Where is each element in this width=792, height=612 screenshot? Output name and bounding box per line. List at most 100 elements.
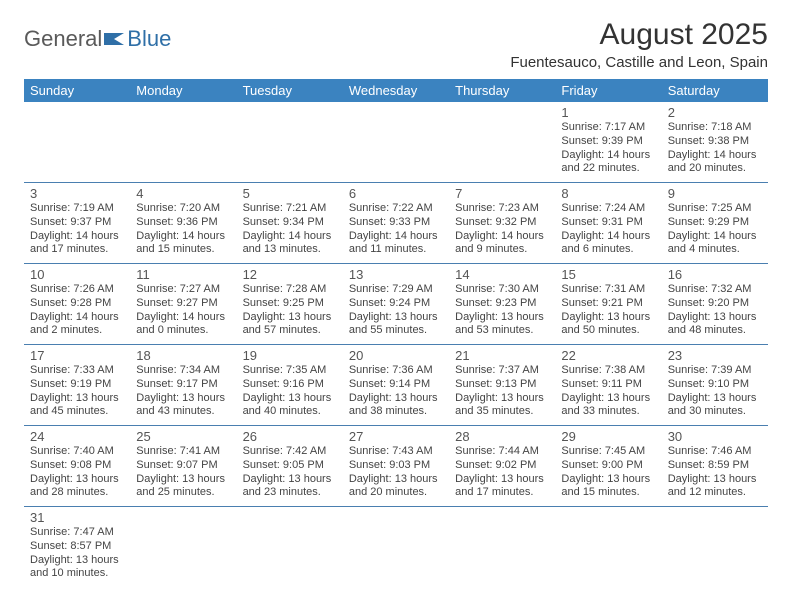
calendar-cell: 14Sunrise: 7:30 AMSunset: 9:23 PMDayligh… xyxy=(449,264,555,345)
cell-text: Sunset: 9:16 PM xyxy=(243,378,337,392)
day-number: 12 xyxy=(243,267,337,282)
calendar-cell: 19Sunrise: 7:35 AMSunset: 9:16 PMDayligh… xyxy=(237,345,343,426)
cell-text: and 17 minutes. xyxy=(30,243,124,257)
calendar-cell: 4Sunrise: 7:20 AMSunset: 9:36 PMDaylight… xyxy=(130,183,236,264)
location: Fuentesauco, Castille and Leon, Spain xyxy=(510,54,768,71)
cell-text: and 4 minutes. xyxy=(668,243,762,257)
cell-text: Sunset: 9:34 PM xyxy=(243,216,337,230)
calendar-cell xyxy=(449,102,555,183)
month-title: August 2025 xyxy=(510,18,768,52)
cell-text: Sunset: 9:27 PM xyxy=(136,297,230,311)
cell-text: Daylight: 13 hours xyxy=(243,311,337,325)
calendar-cell xyxy=(449,507,555,588)
cell-text: Sunset: 9:37 PM xyxy=(30,216,124,230)
day-number: 13 xyxy=(349,267,443,282)
day-number: 15 xyxy=(561,267,655,282)
cell-text: Daylight: 13 hours xyxy=(30,392,124,406)
cell-text: Sunrise: 7:25 AM xyxy=(668,202,762,216)
calendar-cell: 22Sunrise: 7:38 AMSunset: 9:11 PMDayligh… xyxy=(555,345,661,426)
day-number: 14 xyxy=(455,267,549,282)
cell-text: Sunset: 9:05 PM xyxy=(243,459,337,473)
cell-text: Sunrise: 7:33 AM xyxy=(30,364,124,378)
day-header: Monday xyxy=(130,79,236,102)
calendar-week: 1Sunrise: 7:17 AMSunset: 9:39 PMDaylight… xyxy=(24,102,768,183)
calendar-cell: 23Sunrise: 7:39 AMSunset: 9:10 PMDayligh… xyxy=(662,345,768,426)
day-number: 19 xyxy=(243,348,337,363)
cell-text: Sunset: 9:20 PM xyxy=(668,297,762,311)
calendar-cell xyxy=(237,102,343,183)
cell-text: and 50 minutes. xyxy=(561,324,655,338)
calendar-cell: 20Sunrise: 7:36 AMSunset: 9:14 PMDayligh… xyxy=(343,345,449,426)
cell-text: Sunset: 9:33 PM xyxy=(349,216,443,230)
cell-text: Sunset: 9:08 PM xyxy=(30,459,124,473)
header: GeneralBlue August 2025 Fuentesauco, Cas… xyxy=(24,18,768,71)
cell-text: Sunrise: 7:45 AM xyxy=(561,445,655,459)
calendar-cell: 2Sunrise: 7:18 AMSunset: 9:38 PMDaylight… xyxy=(662,102,768,183)
cell-text: Sunset: 9:07 PM xyxy=(136,459,230,473)
flag-icon xyxy=(104,31,126,47)
cell-text: Sunrise: 7:34 AM xyxy=(136,364,230,378)
cell-text: Sunrise: 7:20 AM xyxy=(136,202,230,216)
cell-text: Daylight: 13 hours xyxy=(561,311,655,325)
cell-text: Daylight: 13 hours xyxy=(668,473,762,487)
cell-text: Sunrise: 7:32 AM xyxy=(668,283,762,297)
cell-text: Sunrise: 7:18 AM xyxy=(668,121,762,135)
cell-text: Daylight: 13 hours xyxy=(243,473,337,487)
calendar-week: 31Sunrise: 7:47 AMSunset: 8:57 PMDayligh… xyxy=(24,507,768,588)
day-header: Tuesday xyxy=(237,79,343,102)
cell-text: Daylight: 13 hours xyxy=(136,392,230,406)
cell-text: and 20 minutes. xyxy=(668,162,762,176)
cell-text: and 11 minutes. xyxy=(349,243,443,257)
calendar-cell: 25Sunrise: 7:41 AMSunset: 9:07 PMDayligh… xyxy=(130,426,236,507)
brand-part2: Blue xyxy=(127,26,171,52)
calendar-cell: 12Sunrise: 7:28 AMSunset: 9:25 PMDayligh… xyxy=(237,264,343,345)
cell-text: and 6 minutes. xyxy=(561,243,655,257)
cell-text: Sunset: 8:59 PM xyxy=(668,459,762,473)
cell-text: Sunset: 9:19 PM xyxy=(30,378,124,392)
day-number: 18 xyxy=(136,348,230,363)
day-number: 31 xyxy=(30,510,124,525)
cell-text: Daylight: 14 hours xyxy=(30,230,124,244)
cell-text: Sunrise: 7:30 AM xyxy=(455,283,549,297)
calendar-cell xyxy=(130,102,236,183)
cell-text: Sunset: 9:23 PM xyxy=(455,297,549,311)
cell-text: Sunrise: 7:37 AM xyxy=(455,364,549,378)
cell-text: Sunrise: 7:38 AM xyxy=(561,364,655,378)
cell-text: and 38 minutes. xyxy=(349,405,443,419)
day-number: 1 xyxy=(561,105,655,120)
calendar-cell xyxy=(555,507,661,588)
cell-text: Sunrise: 7:40 AM xyxy=(30,445,124,459)
cell-text: Sunset: 9:31 PM xyxy=(561,216,655,230)
cell-text: Daylight: 13 hours xyxy=(455,311,549,325)
cell-text: Daylight: 14 hours xyxy=(561,230,655,244)
cell-text: and 30 minutes. xyxy=(668,405,762,419)
cell-text: Sunset: 9:38 PM xyxy=(668,135,762,149)
cell-text: and 23 minutes. xyxy=(243,486,337,500)
calendar-cell: 29Sunrise: 7:45 AMSunset: 9:00 PMDayligh… xyxy=(555,426,661,507)
cell-text: Sunrise: 7:39 AM xyxy=(668,364,762,378)
cell-text: and 57 minutes. xyxy=(243,324,337,338)
cell-text: and 20 minutes. xyxy=(349,486,443,500)
cell-text: Daylight: 13 hours xyxy=(243,392,337,406)
calendar-cell: 9Sunrise: 7:25 AMSunset: 9:29 PMDaylight… xyxy=(662,183,768,264)
day-number: 29 xyxy=(561,429,655,444)
cell-text: Daylight: 14 hours xyxy=(243,230,337,244)
day-number: 20 xyxy=(349,348,443,363)
day-number: 24 xyxy=(30,429,124,444)
cell-text: Sunrise: 7:44 AM xyxy=(455,445,549,459)
cell-text: Sunset: 9:21 PM xyxy=(561,297,655,311)
cell-text: Daylight: 14 hours xyxy=(349,230,443,244)
day-header: Wednesday xyxy=(343,79,449,102)
calendar-cell: 1Sunrise: 7:17 AMSunset: 9:39 PMDaylight… xyxy=(555,102,661,183)
cell-text: and 48 minutes. xyxy=(668,324,762,338)
day-number: 17 xyxy=(30,348,124,363)
calendar-cell: 28Sunrise: 7:44 AMSunset: 9:02 PMDayligh… xyxy=(449,426,555,507)
day-header: Friday xyxy=(555,79,661,102)
calendar-cell: 3Sunrise: 7:19 AMSunset: 9:37 PMDaylight… xyxy=(24,183,130,264)
calendar-cell: 17Sunrise: 7:33 AMSunset: 9:19 PMDayligh… xyxy=(24,345,130,426)
cell-text: and 12 minutes. xyxy=(668,486,762,500)
cell-text: and 40 minutes. xyxy=(243,405,337,419)
cell-text: and 13 minutes. xyxy=(243,243,337,257)
calendar-cell: 6Sunrise: 7:22 AMSunset: 9:33 PMDaylight… xyxy=(343,183,449,264)
cell-text: Daylight: 13 hours xyxy=(136,473,230,487)
